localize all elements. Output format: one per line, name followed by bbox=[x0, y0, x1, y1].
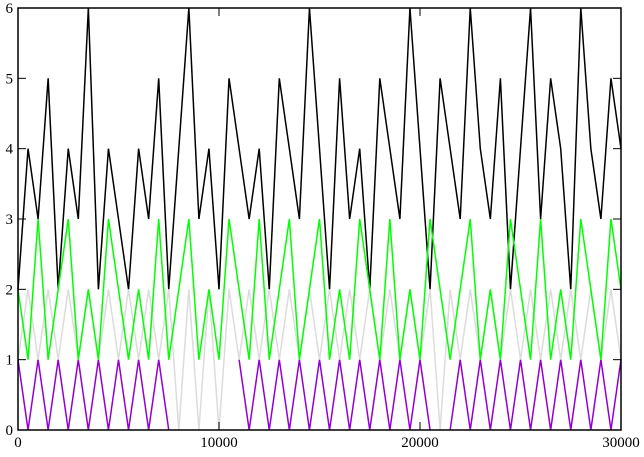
x-tick-label: 20000 bbox=[401, 435, 439, 451]
series-line bbox=[17, 218, 622, 360]
y-tick-label: 3 bbox=[6, 212, 14, 228]
series-line bbox=[17, 7, 622, 290]
y-tick-label: 4 bbox=[6, 142, 14, 158]
x-tick-label: 0 bbox=[14, 435, 22, 451]
plot-area bbox=[17, 7, 622, 431]
y-tick-label: 2 bbox=[6, 282, 14, 298]
series-line bbox=[17, 289, 622, 431]
x-tick-label: 10000 bbox=[200, 435, 238, 451]
series-line bbox=[17, 359, 170, 431]
x-tick-label: 30000 bbox=[602, 435, 640, 451]
series-line bbox=[449, 359, 622, 431]
y-tick-label: 1 bbox=[6, 353, 14, 369]
y-tick-label: 0 bbox=[6, 423, 14, 439]
y-tick-label: 6 bbox=[6, 1, 14, 17]
series-line bbox=[238, 359, 431, 431]
y-tick-label: 5 bbox=[6, 71, 14, 87]
